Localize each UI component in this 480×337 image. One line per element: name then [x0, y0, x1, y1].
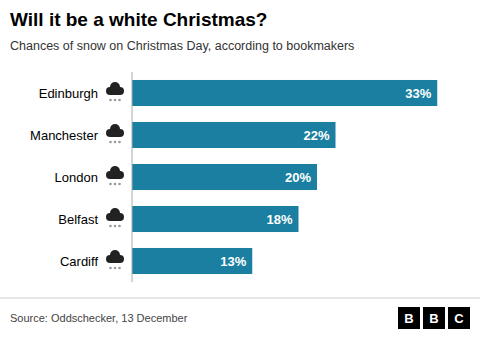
snow-icon [106, 208, 124, 227]
title: Will it be a white Christmas? [10, 9, 267, 30]
snowflake [109, 141, 112, 144]
data-label: 13% [220, 254, 246, 269]
cloud-part [110, 258, 120, 263]
labels: 33% Edinburgh 22% Manchester 20% London 18% Bel… [30, 86, 432, 269]
cloud-part [110, 174, 120, 179]
logo-letter: B [429, 311, 438, 326]
snowflake [118, 267, 121, 270]
snow-icon [106, 166, 124, 185]
snowflake [114, 183, 117, 186]
logo-box [448, 307, 470, 329]
snowflake [118, 99, 121, 102]
category-label: Cardiff [60, 254, 98, 269]
category-label: Belfast [58, 212, 98, 227]
logo-box [423, 307, 445, 329]
logo-letter: C [454, 311, 464, 326]
category-label: London [55, 170, 98, 185]
bar [132, 248, 252, 274]
snowflake [114, 267, 117, 270]
snowflake [114, 141, 117, 144]
cloud-part [110, 90, 120, 95]
category-label: Edinburgh [39, 86, 98, 101]
snowflake [109, 267, 112, 270]
snowflake [118, 183, 121, 186]
data-label: 22% [303, 128, 329, 143]
cloud-part [110, 216, 120, 221]
bars [132, 80, 437, 274]
cloud-part [110, 132, 120, 137]
data-label: 18% [266, 212, 292, 227]
subtitle: Chances of snow on Christmas Day, accord… [10, 39, 354, 53]
data-label: 33% [405, 86, 431, 101]
snow-icon [106, 82, 124, 101]
bar [132, 122, 336, 148]
y-axis-line [132, 72, 133, 282]
snowflake [118, 141, 121, 144]
logo-box [398, 307, 420, 329]
bar [132, 206, 299, 232]
bar [132, 164, 317, 190]
separator [0, 298, 480, 299]
snowflake [109, 183, 112, 186]
snowflake [114, 99, 117, 102]
snowflake [114, 225, 117, 228]
source: Source: Oddschecker, 13 December [10, 312, 188, 324]
snow-icon [106, 124, 124, 143]
snowflake [109, 99, 112, 102]
category-label: Manchester [30, 128, 99, 143]
snowflake [109, 225, 112, 228]
logo-letter: B [404, 311, 413, 326]
snowflake [118, 225, 121, 228]
logo: BBC [398, 307, 470, 329]
data-label: 20% [285, 170, 311, 185]
bar [132, 80, 437, 106]
snow-icon [106, 250, 124, 269]
chart: Will it be a white Christmas? Chances of … [0, 0, 480, 337]
